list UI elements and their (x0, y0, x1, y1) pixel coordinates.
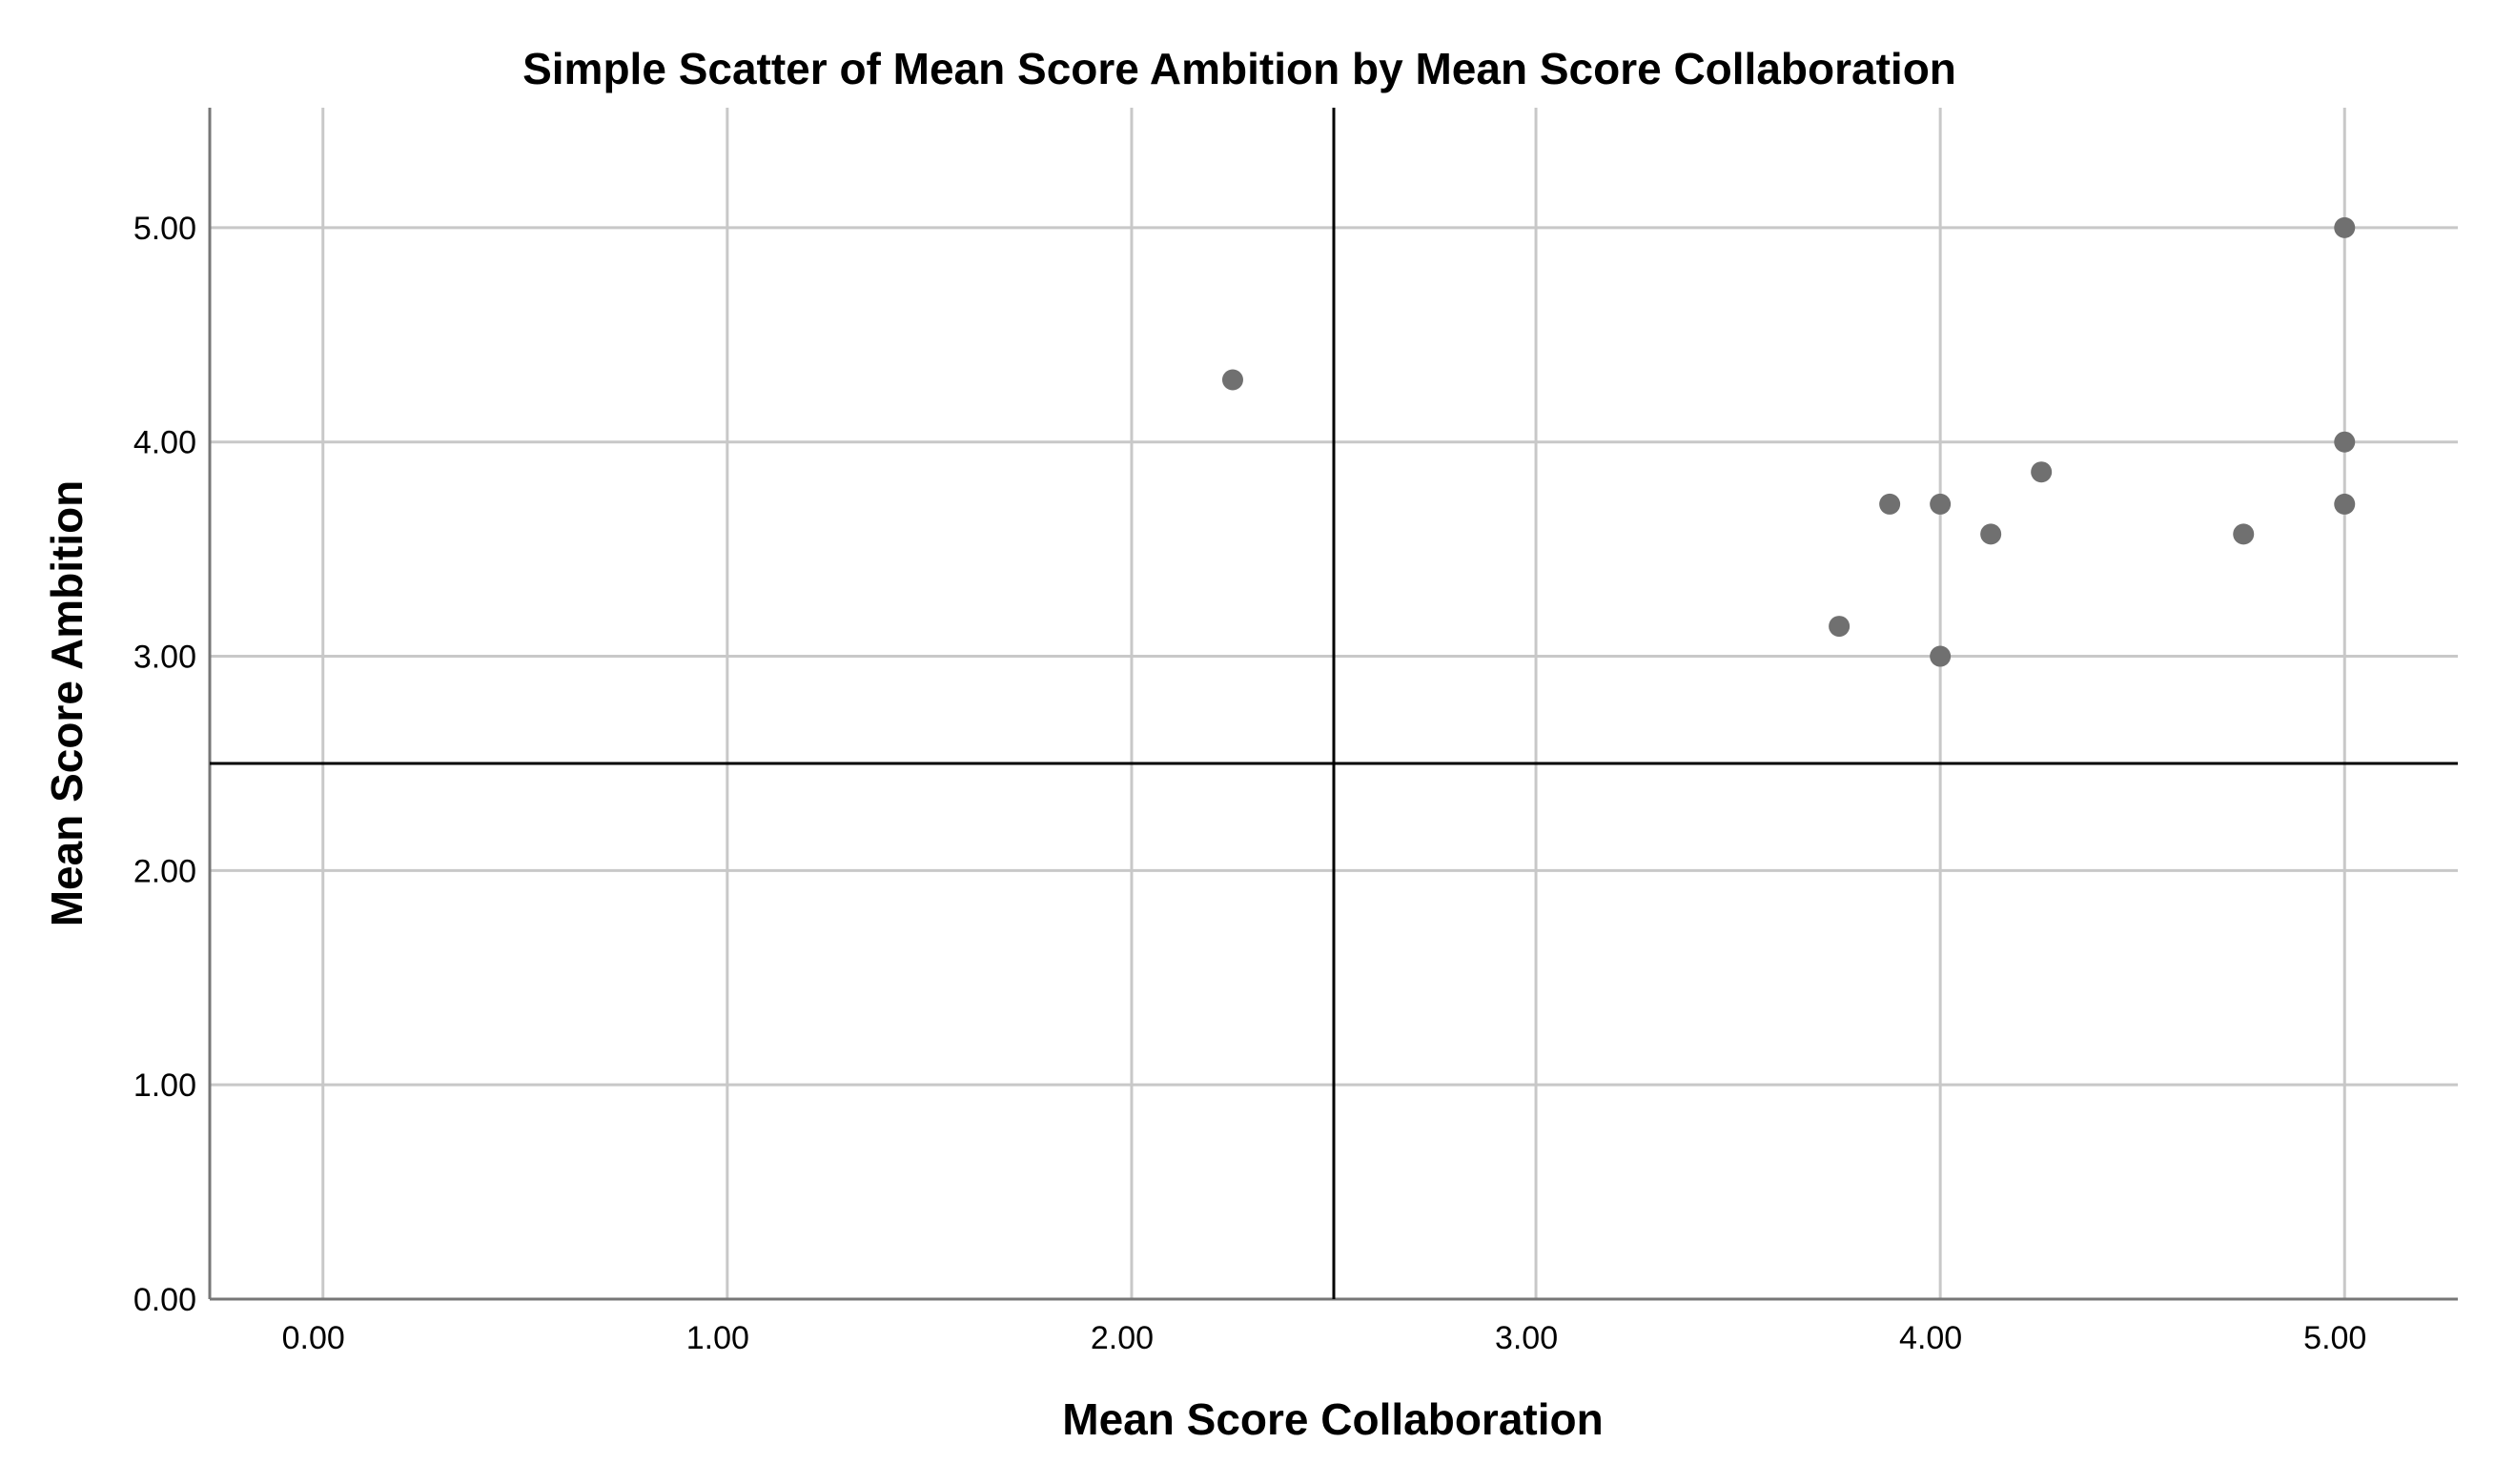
x-tick-label: 2.00 (1091, 1320, 1154, 1356)
x-tick-label: 0.00 (282, 1320, 345, 1356)
data-points (1221, 216, 2356, 667)
x-axis-label: Mean Score Collaboration (1062, 1394, 1603, 1444)
y-tick-label: 5.00 (133, 211, 196, 247)
x-tick-label: 5.00 (2303, 1320, 2366, 1356)
data-point (2334, 216, 2356, 238)
chart-title: Simple Scatter of Mean Score Ambition by… (522, 44, 1956, 93)
y-tick-label: 2.00 (133, 853, 196, 889)
y-tick-label: 4.00 (133, 425, 196, 461)
y-tick-label: 1.00 (133, 1067, 196, 1104)
data-point (2031, 461, 2053, 483)
y-tick-labels: 0.00 1.00 2.00 3.00 4.00 5.00 (133, 211, 196, 1318)
data-point (1930, 493, 1952, 515)
data-point (1829, 616, 1851, 638)
y-axis-label: Mean Score Ambition (42, 480, 92, 927)
data-point (2334, 431, 2356, 453)
data-point (2233, 523, 2255, 545)
y-tick-label: 0.00 (133, 1282, 196, 1318)
x-tick-labels: 0.00 1.00 2.00 3.00 4.00 5.00 (282, 1320, 2367, 1356)
data-point (1930, 645, 1952, 667)
data-point (1980, 523, 2002, 545)
reference-lines (210, 108, 2458, 1299)
y-tick-label: 3.00 (133, 640, 196, 676)
data-point (2334, 493, 2356, 515)
x-tick-label: 3.00 (1495, 1320, 1558, 1356)
x-gridlines (321, 108, 2346, 1299)
x-tick-label: 4.00 (1899, 1320, 1962, 1356)
data-point (1879, 493, 1901, 515)
data-point (1221, 369, 1243, 391)
x-tick-label: 1.00 (686, 1320, 749, 1356)
